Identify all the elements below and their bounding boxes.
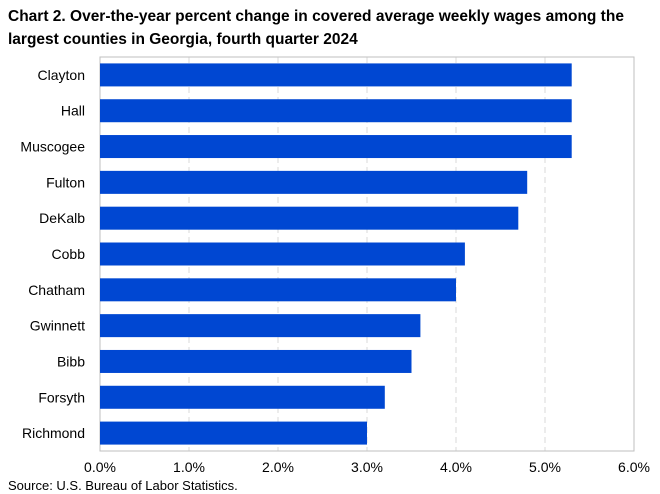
- category-label-chatham: Chatham: [28, 282, 85, 298]
- bar-muscogee: [100, 135, 572, 159]
- x-tick-label-4: 4.0%: [440, 459, 472, 475]
- x-tick-label-3: 3.0%: [351, 459, 383, 475]
- bar-richmond: [100, 421, 367, 445]
- category-label-hall: Hall: [61, 103, 85, 119]
- x-tick-label-2: 2.0%: [262, 459, 294, 475]
- bar-forsyth: [100, 385, 385, 409]
- chart-title: Chart 2. Over-the-year percent change in…: [8, 8, 624, 48]
- category-label-muscogee: Muscogee: [20, 139, 85, 155]
- x-tick-label-0: 0.0%: [84, 459, 116, 475]
- category-label-bibb: Bibb: [57, 353, 85, 369]
- x-tick-label-1: 1.0%: [173, 459, 205, 475]
- category-label-dekalb: DeKalb: [39, 210, 85, 226]
- bar-hall: [100, 99, 572, 123]
- category-label-forsyth: Forsyth: [38, 389, 85, 405]
- category-label-cobb: Cobb: [52, 246, 86, 262]
- category-label-gwinnett: Gwinnett: [30, 318, 85, 334]
- bar-dekalb: [100, 206, 519, 230]
- bar-cobb: [100, 242, 465, 266]
- x-tick-label-5: 5.0%: [529, 459, 561, 475]
- bar-fulton: [100, 170, 528, 194]
- source-note: Source: U.S. Bureau of Labor Statistics.: [8, 478, 238, 493]
- bar-gwinnett: [100, 314, 421, 338]
- bar-clayton: [100, 63, 572, 87]
- bar-chatham: [100, 278, 456, 302]
- bar-bibb: [100, 349, 412, 373]
- category-label-fulton: Fulton: [46, 174, 85, 190]
- x-tick-label-6: 6.0%: [618, 459, 650, 475]
- category-label-clayton: Clayton: [38, 67, 85, 83]
- category-label-richmond: Richmond: [22, 425, 85, 441]
